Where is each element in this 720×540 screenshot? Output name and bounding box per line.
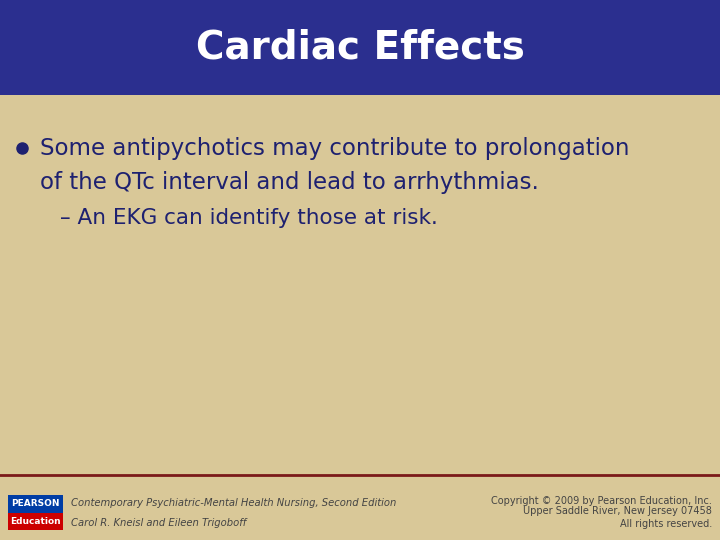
Text: Some antipychotics may contribute to prolongation: Some antipychotics may contribute to pro… <box>40 137 629 159</box>
Text: of the QTc interval and lead to arrhythmias.: of the QTc interval and lead to arrhythm… <box>40 171 539 193</box>
Text: Cardiac Effects: Cardiac Effects <box>196 29 524 66</box>
Text: Education: Education <box>10 517 60 526</box>
Text: Copyright © 2009 by Pearson Education, Inc.: Copyright © 2009 by Pearson Education, I… <box>491 496 712 507</box>
Text: Upper Saddle River, New Jersey 07458: Upper Saddle River, New Jersey 07458 <box>523 506 712 516</box>
Bar <box>8 513 63 530</box>
Text: – An EKG can identify those at risk.: – An EKG can identify those at risk. <box>60 208 438 228</box>
Text: All rights reserved.: All rights reserved. <box>620 519 712 529</box>
Bar <box>8 495 63 513</box>
Text: Contemporary Psychiatric-Mental Health Nursing, Second Edition: Contemporary Psychiatric-Mental Health N… <box>71 498 397 508</box>
Text: PEARSON: PEARSON <box>12 500 60 509</box>
Bar <box>0 0 720 95</box>
Text: Carol R. Kneisl and Eileen Trigoboff: Carol R. Kneisl and Eileen Trigoboff <box>71 518 246 528</box>
